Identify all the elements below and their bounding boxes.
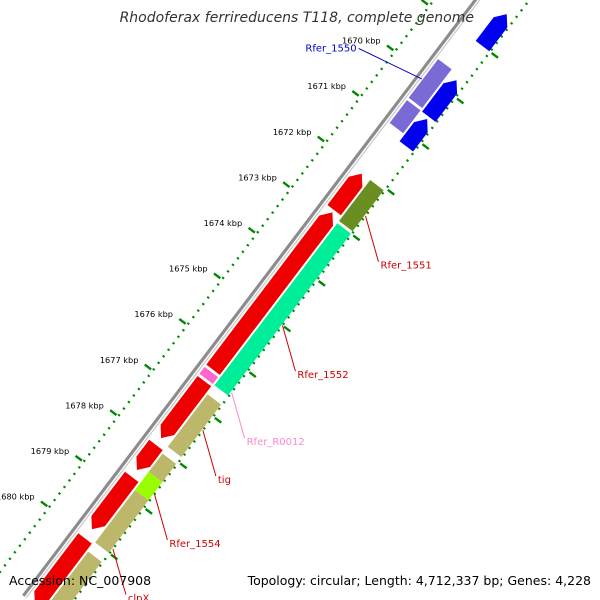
- gene-features: [34, 14, 508, 600]
- gene-feature-blue-top[interactable]: [475, 14, 508, 52]
- kbp-tick-label: 1670 kbp: [342, 36, 381, 46]
- kbp-tick-mark-outer: [179, 462, 188, 470]
- kbp-tick-mark-outer: [352, 234, 361, 242]
- kbp-tick-mark: [213, 272, 222, 280]
- backbone-highlight: [25, 0, 481, 599]
- gene-feature-red-e[interactable]: [91, 471, 139, 530]
- gene-feature-red-a[interactable]: [327, 173, 363, 216]
- kbp-tick-mark-outer: [317, 280, 326, 287]
- gene-feature-red-f[interactable]: [34, 533, 92, 600]
- gene-feature-olive-a[interactable]: [339, 180, 384, 232]
- gene-label-leader: [365, 215, 379, 262]
- kbp-tick-label: 1677 kbp: [100, 355, 139, 365]
- accession-value: NC_007908: [79, 573, 152, 588]
- gene-label[interactable]: Rfer_1551: [381, 261, 432, 272]
- kbp-tick-mark: [351, 90, 360, 97]
- genes-label: Genes:: [507, 573, 552, 588]
- gene-feature-khaki-a[interactable]: [167, 394, 222, 457]
- kbp-tick-label: 1675 kbp: [169, 264, 208, 274]
- gene-label-leader: [358, 47, 422, 80]
- length-label: Length:: [364, 573, 412, 588]
- kbp-tick-mark: [386, 44, 395, 52]
- title-container: Rhodoferax ferrireducens T118, complete …: [0, 9, 474, 27]
- kbp-tick-mark-outer: [387, 188, 395, 196]
- gene-label[interactable]: Rfer_R0012: [247, 437, 305, 448]
- gene-label[interactable]: Rfer_1554: [169, 539, 220, 550]
- kbp-tick-mark-outer: [490, 52, 499, 59]
- kbp-tick-label: 1674 kbp: [204, 218, 243, 228]
- kbp-tick-mark: [144, 363, 152, 371]
- gene-feature-blue-a[interactable]: [422, 80, 458, 122]
- kbp-tick-mark-outer: [283, 325, 292, 333]
- kbp-tick-mark: [178, 318, 187, 325]
- kbp-tick-label: 1671 kbp: [307, 81, 346, 91]
- gene-label[interactable]: tig: [218, 475, 231, 486]
- gene-feature-red-b[interactable]: [206, 212, 333, 375]
- gene-feature-khaki-b[interactable]: [148, 453, 177, 483]
- kbp-tick-mark-outer: [214, 416, 222, 424]
- kbp-tick-mark-outer: [248, 371, 257, 378]
- gene-feature-red-c[interactable]: [160, 376, 212, 439]
- kbp-tick-mark: [420, 0, 429, 6]
- kbp-tick-mark: [317, 135, 325, 143]
- kbp-tick-mark: [109, 409, 118, 416]
- genome-backbone: [22, 0, 481, 599]
- gene-label-leader: [281, 325, 296, 372]
- kbp-tick-mark: [40, 500, 49, 508]
- gene-feature-blue-b[interactable]: [399, 119, 428, 152]
- genome-stats: Topology: circular; Length: 4,712,337 bp…: [248, 573, 591, 588]
- gene-feature-pink-a[interactable]: [199, 366, 219, 384]
- kbp-tick-mark-outer: [421, 143, 430, 150]
- kbp-tick-mark-outer: [144, 508, 153, 515]
- gene-label-leader: [153, 493, 168, 541]
- gene-labels: Rfer_1550 Rfer_1551 Rfer_1552 Rfer_R0012tig…: [112, 43, 432, 600]
- kbp-tick-mark: [74, 454, 83, 462]
- gene-label-leader: [112, 548, 127, 595]
- gene-feature-purple-a[interactable]: [408, 59, 452, 109]
- genes-value: 4,228: [555, 573, 591, 588]
- accession-label: Accession:: [9, 573, 76, 588]
- gene-label[interactable]: clpX: [128, 594, 150, 600]
- kbp-tick-label: 1678 kbp: [65, 400, 104, 410]
- gene-label[interactable]: Rfer_1550: [305, 43, 356, 54]
- kbp-tick-label: 1680 kbp: [0, 492, 35, 502]
- kbp-tick-mark: [247, 226, 256, 234]
- gene-label-leader: [202, 430, 217, 477]
- kbp-tick-mark: [282, 181, 291, 188]
- backbone-line: [22, 0, 478, 597]
- gene-feature-purple-b[interactable]: [389, 100, 421, 134]
- gene-feature-red-d[interactable]: [136, 439, 163, 470]
- accession-info: Accession: NC_007908: [9, 573, 151, 588]
- topology-label: Topology:: [247, 573, 307, 588]
- gene-feature-khaki-c[interactable]: [95, 490, 149, 553]
- kbp-tick-label: 1673 kbp: [238, 172, 277, 182]
- gene-feature-lime-a[interactable]: [134, 471, 163, 501]
- gene-label-leader: [231, 392, 246, 439]
- kbp-tick-mark-outer: [456, 97, 465, 105]
- topology-value: circular;: [310, 573, 361, 588]
- kbp-tick-label: 1676 kbp: [134, 309, 173, 319]
- gene-label[interactable]: Rfer_1552: [297, 370, 348, 381]
- kbp-tick-label: 1679 kbp: [31, 446, 70, 456]
- genome-title: Rhodoferax ferrireducens T118, complete …: [119, 10, 474, 26]
- kbp-tick-label: 1672 kbp: [273, 127, 312, 137]
- gene-feature-mint-a[interactable]: [214, 223, 351, 396]
- length-value: 4,712,337 bp;: [415, 573, 504, 588]
- gene-feature-khaki-d[interactable]: [43, 551, 102, 600]
- kbp-tick-mark-outer: [110, 553, 119, 561]
